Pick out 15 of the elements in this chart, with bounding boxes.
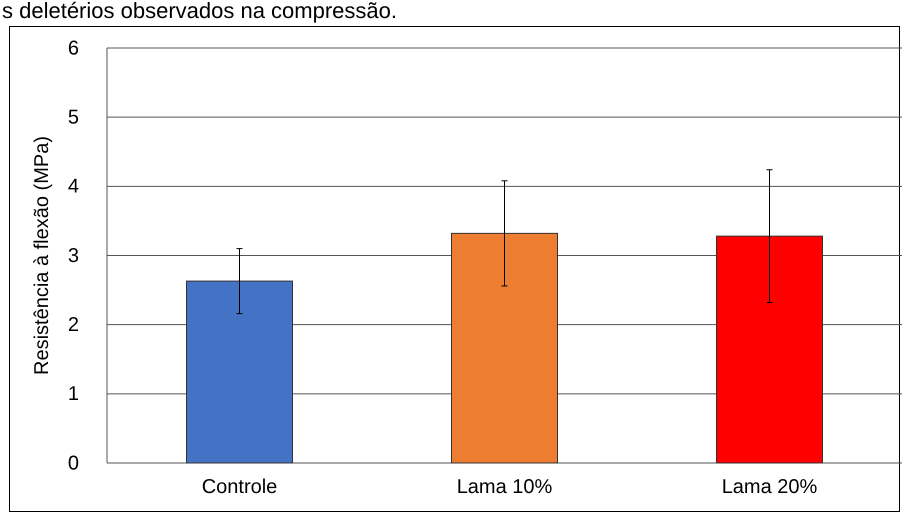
text: s deletérios observados na compressão. [2,0,397,23]
y-tick-label: 2 [68,314,79,336]
x-tick-label: Lama 10% [456,476,553,498]
y-tick-label: 1 [68,383,79,406]
y-tick-label: 6 [68,37,79,60]
y-axis-title: Resistência à flexão (MPa) [31,136,53,375]
x-tick-label: Controle [202,476,278,498]
y-tick-label: 0 [68,452,79,474]
y-tick-label: 4 [68,176,79,198]
bar [451,232,558,464]
y-tick-label: 3 [68,244,79,267]
y-tick-label: 5 [68,106,79,129]
x-tick-label: Lama 20% [722,476,818,498]
bar [186,280,293,464]
bar [716,236,823,464]
